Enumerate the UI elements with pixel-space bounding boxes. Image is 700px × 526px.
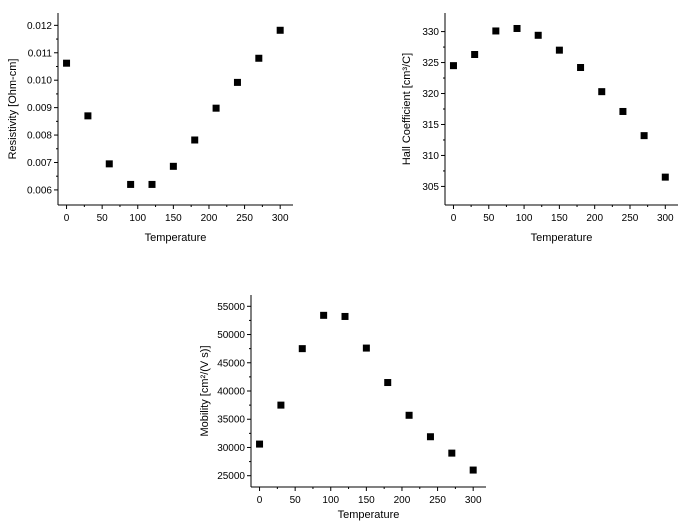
data-point xyxy=(169,162,177,170)
data-point xyxy=(661,173,669,181)
y-tick-label: 315 xyxy=(422,120,439,131)
data-point xyxy=(405,411,413,419)
y-axis-label: Mobility [cm²/(V s)] xyxy=(199,345,211,436)
x-tick-label: 200 xyxy=(201,213,218,224)
data-point xyxy=(63,59,71,67)
data-point xyxy=(341,312,349,320)
data-point xyxy=(555,46,563,54)
x-tick-label: 0 xyxy=(64,213,70,224)
data-point xyxy=(127,180,135,188)
data-point xyxy=(298,345,306,353)
y-tick-label: 45000 xyxy=(217,358,245,369)
data-point xyxy=(640,132,648,140)
data-point xyxy=(426,433,434,441)
x-axis-label: Temperature xyxy=(338,509,400,521)
y-tick-label: 55000 xyxy=(217,302,245,313)
x-tick-label: 250 xyxy=(622,213,639,224)
y-tick-label: 0.012 xyxy=(27,21,52,32)
data-point xyxy=(598,88,606,96)
x-tick-label: 250 xyxy=(236,213,253,224)
data-point xyxy=(105,160,113,168)
y-tick-label: 305 xyxy=(422,182,439,193)
y-tick-label: 0.006 xyxy=(27,185,52,196)
data-point xyxy=(492,27,500,35)
x-tick-label: 250 xyxy=(429,495,446,506)
y-tick-label: 35000 xyxy=(217,415,245,426)
data-point xyxy=(513,24,521,32)
data-point xyxy=(449,62,457,70)
x-tick-label: 100 xyxy=(129,213,146,224)
x-tick-label: 0 xyxy=(451,213,457,224)
data-point xyxy=(320,311,328,319)
y-tick-label: 310 xyxy=(422,151,439,162)
y-tick-label: 0.011 xyxy=(28,48,53,59)
x-tick-label: 100 xyxy=(322,495,339,506)
data-point xyxy=(471,50,479,58)
x-tick-label: 200 xyxy=(394,495,411,506)
y-axis-label: Resistivity [Ohm-cm] xyxy=(7,59,19,160)
data-point xyxy=(148,180,156,188)
data-point xyxy=(255,54,263,62)
data-point xyxy=(277,401,285,409)
x-tick-label: 300 xyxy=(272,213,289,224)
y-axis-label: Hall Coefficient [cm³/C] xyxy=(401,53,413,165)
y-tick-label: 320 xyxy=(422,89,439,100)
data-point xyxy=(276,26,284,34)
x-tick-label: 300 xyxy=(657,213,674,224)
y-tick-label: 40000 xyxy=(217,387,245,398)
x-tick-label: 50 xyxy=(290,495,302,506)
y-tick-label: 0.007 xyxy=(27,158,52,169)
data-point xyxy=(256,440,264,448)
y-tick-label: 325 xyxy=(422,58,439,69)
data-point xyxy=(362,344,370,352)
y-tick-label: 25000 xyxy=(217,471,245,482)
x-tick-label: 0 xyxy=(257,495,263,506)
x-axis-label: Temperature xyxy=(145,232,207,244)
x-tick-label: 50 xyxy=(483,213,495,224)
y-tick-label: 0.008 xyxy=(27,131,52,142)
data-point xyxy=(233,78,241,86)
y-tick-label: 0.009 xyxy=(27,103,52,114)
x-tick-label: 150 xyxy=(551,213,568,224)
data-point xyxy=(448,449,456,457)
data-point xyxy=(212,104,220,112)
data-point xyxy=(84,112,92,120)
data-point xyxy=(191,136,199,144)
x-tick-label: 100 xyxy=(516,213,533,224)
y-tick-label: 30000 xyxy=(217,443,245,454)
x-tick-label: 150 xyxy=(358,495,375,506)
x-tick-label: 50 xyxy=(97,213,109,224)
x-tick-label: 200 xyxy=(586,213,603,224)
data-point xyxy=(577,64,585,72)
x-axis-label: Temperature xyxy=(531,232,593,244)
data-point xyxy=(534,31,542,39)
y-tick-label: 330 xyxy=(422,27,439,38)
x-tick-label: 300 xyxy=(465,495,482,506)
data-point xyxy=(384,379,392,387)
data-point xyxy=(469,466,477,474)
data-point xyxy=(619,107,627,115)
x-tick-label: 150 xyxy=(165,213,182,224)
y-tick-label: 0.010 xyxy=(27,76,52,87)
y-tick-label: 50000 xyxy=(217,330,245,341)
